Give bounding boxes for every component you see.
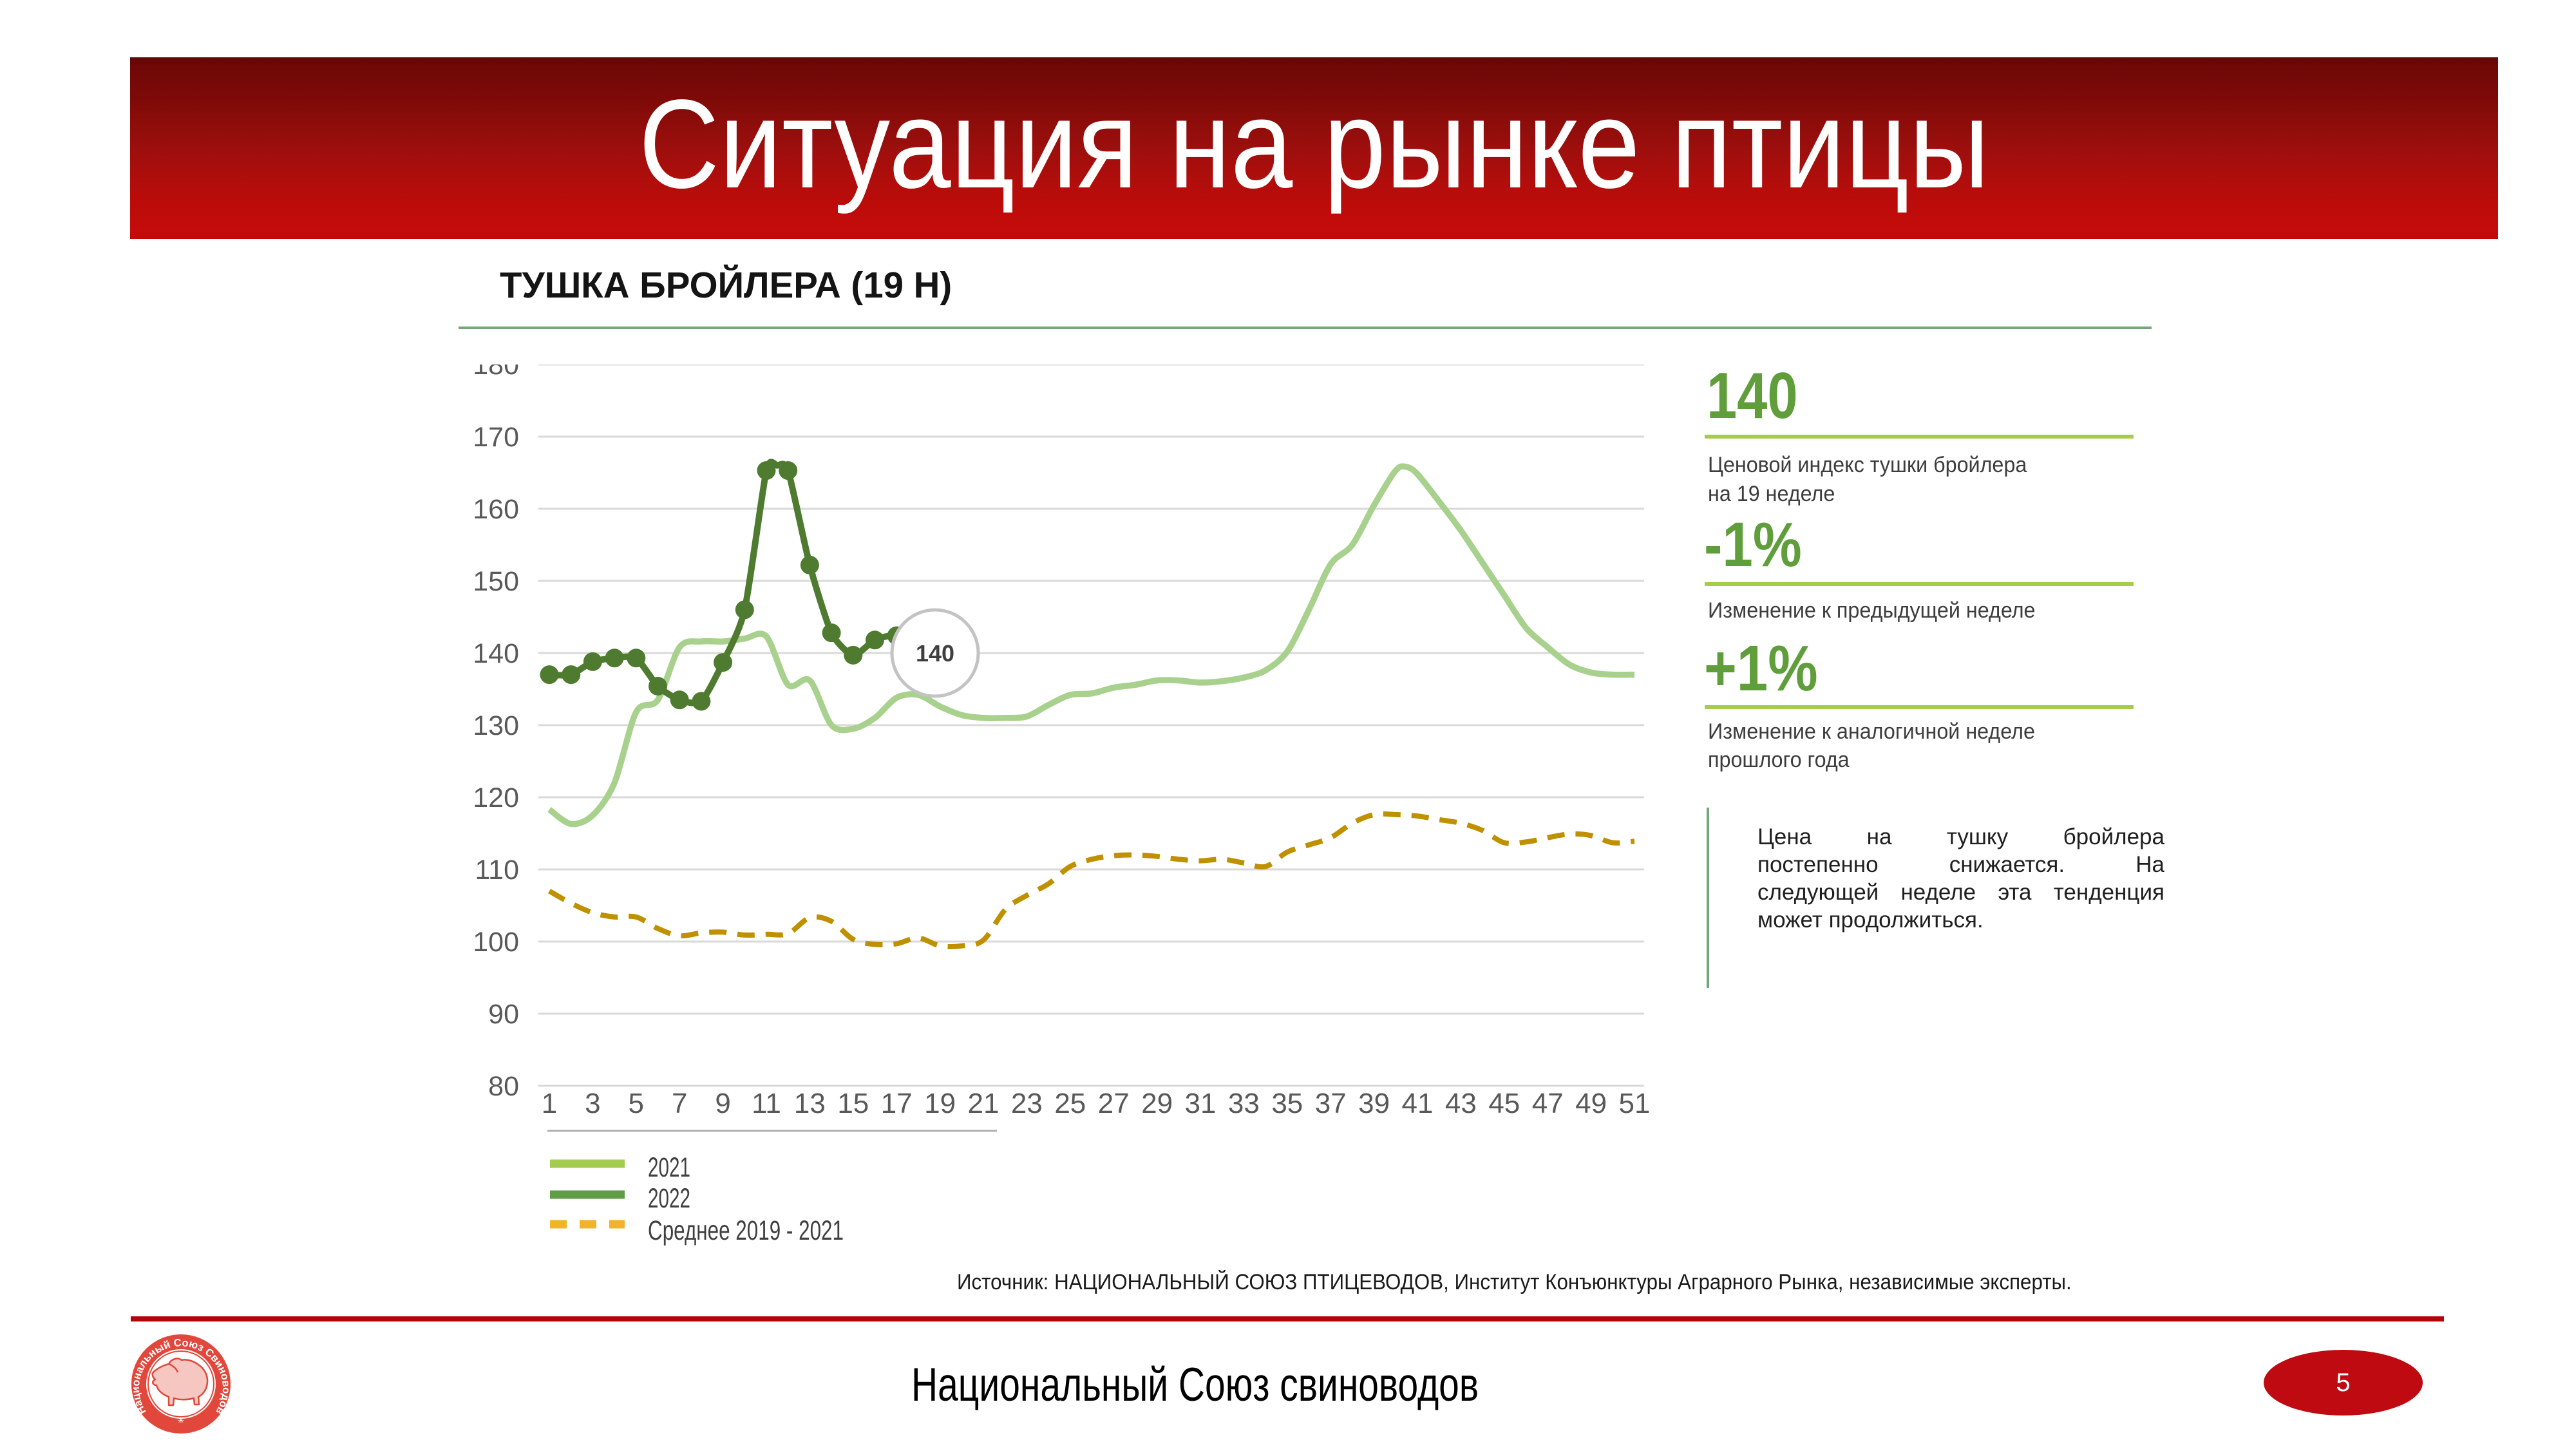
- svg-text:13: 13: [794, 1088, 826, 1119]
- svg-text:41: 41: [1402, 1088, 1434, 1119]
- svg-text:✳: ✳: [178, 1416, 185, 1425]
- svg-text:11: 11: [752, 1088, 781, 1119]
- svg-text:39: 39: [1358, 1088, 1390, 1119]
- svg-text:23: 23: [1011, 1088, 1043, 1119]
- svg-text:51: 51: [1619, 1088, 1651, 1119]
- svg-text:100: 100: [473, 927, 519, 958]
- svg-text:5: 5: [629, 1088, 644, 1119]
- svg-text:Среднее 2019 - 2021: Среднее 2019 - 2021: [648, 1215, 844, 1246]
- svg-text:120: 120: [473, 782, 519, 813]
- svg-text:19: 19: [924, 1088, 956, 1119]
- svg-text:140: 140: [473, 638, 519, 669]
- svg-text:25: 25: [1054, 1088, 1086, 1119]
- svg-text:90: 90: [488, 999, 519, 1030]
- svg-text:110: 110: [475, 855, 519, 886]
- svg-text:15: 15: [837, 1088, 869, 1119]
- svg-text:130: 130: [473, 710, 519, 741]
- svg-text:35: 35: [1271, 1088, 1303, 1119]
- svg-text:21: 21: [968, 1088, 999, 1119]
- svg-text:33: 33: [1228, 1088, 1260, 1119]
- svg-text:3: 3: [585, 1088, 600, 1119]
- svg-text:2022: 2022: [648, 1183, 690, 1214]
- svg-text:31: 31: [1185, 1088, 1217, 1119]
- svg-text:180: 180: [473, 365, 519, 381]
- svg-text:49: 49: [1575, 1088, 1607, 1119]
- svg-text:27: 27: [1098, 1088, 1130, 1119]
- svg-text:170: 170: [473, 422, 519, 453]
- svg-text:7: 7: [672, 1088, 687, 1119]
- svg-text:9: 9: [715, 1088, 730, 1119]
- svg-text:150: 150: [473, 566, 519, 597]
- svg-text:17: 17: [881, 1088, 913, 1119]
- svg-text:140: 140: [916, 640, 954, 667]
- svg-text:45: 45: [1488, 1088, 1520, 1119]
- svg-text:29: 29: [1141, 1088, 1173, 1119]
- svg-text:160: 160: [473, 494, 519, 525]
- svg-text:47: 47: [1532, 1088, 1564, 1119]
- svg-text:37: 37: [1315, 1088, 1347, 1119]
- svg-text:43: 43: [1445, 1088, 1477, 1119]
- svg-text:2021: 2021: [648, 1152, 690, 1183]
- svg-text:1: 1: [542, 1088, 557, 1119]
- svg-text:80: 80: [488, 1071, 519, 1102]
